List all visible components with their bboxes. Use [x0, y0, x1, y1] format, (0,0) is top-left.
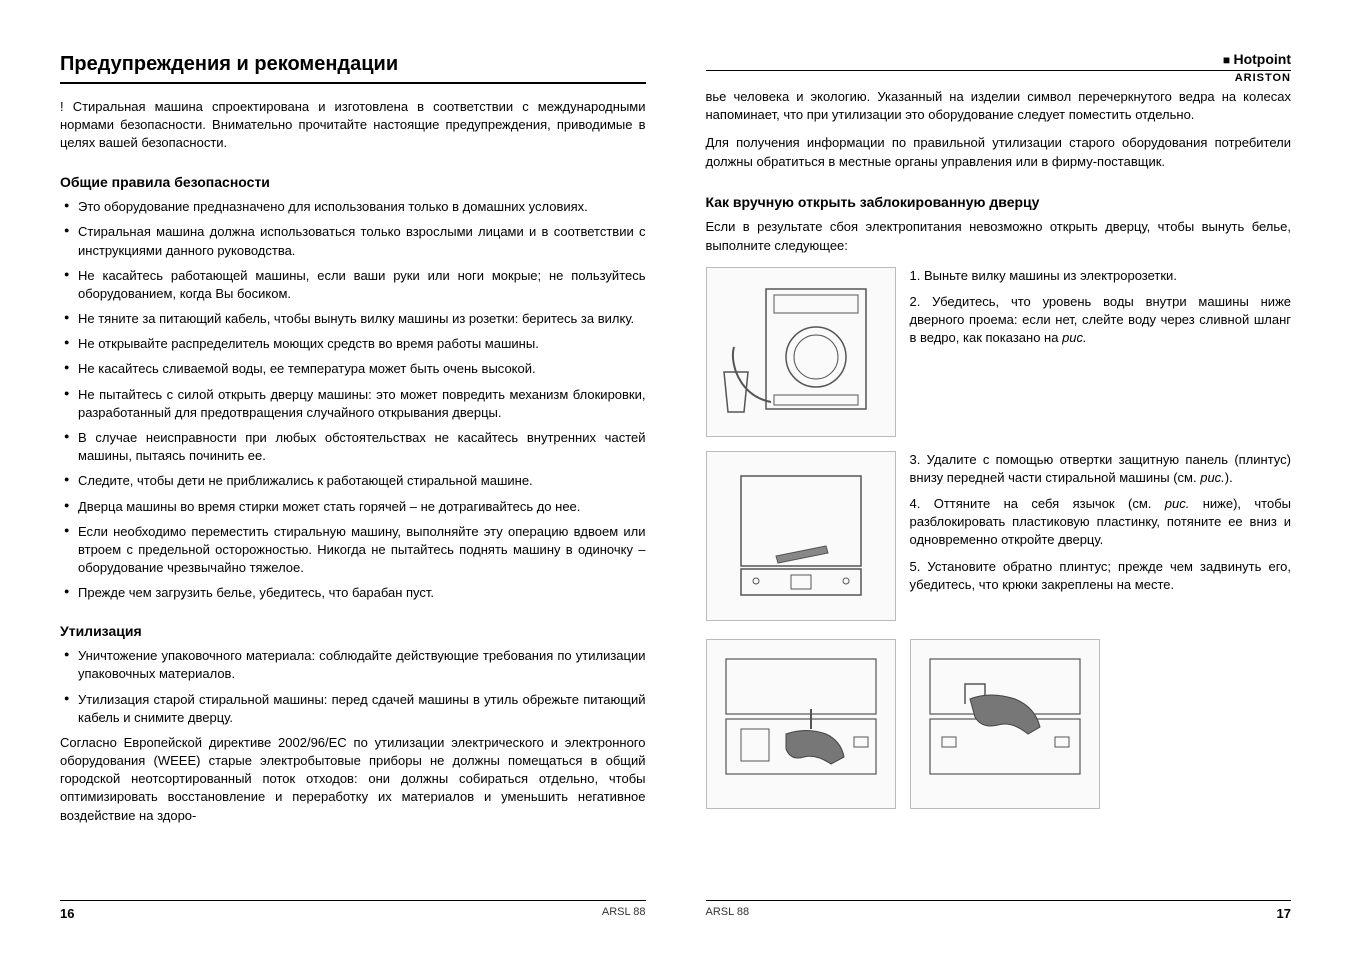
list-item: Прежде чем загрузить белье, убедитесь, ч… [60, 584, 646, 602]
footer-right: ARSL 88 17 [706, 900, 1292, 923]
brand-hotpoint: Hotpoint [706, 50, 1292, 70]
brand-block: Hotpoint ARISTON [706, 50, 1292, 86]
heading-disposal: Утилизация [60, 622, 646, 642]
figure-row-2: 3. Удалите с помощью отвертки защитную п… [706, 451, 1292, 621]
heading-safety: Общие правила безопасности [60, 173, 646, 193]
intro-paragraph: ! Стиральная машина спроектирована и изг… [60, 98, 646, 153]
right-page: Hotpoint ARISTON вье человека и экологию… [706, 50, 1292, 890]
figure-drain-water [706, 267, 896, 437]
page-title: Предупреждения и рекомендации [60, 50, 646, 78]
list-item: Не касайтесь сливаемой воды, ее температ… [60, 360, 646, 378]
list-item: Не открывайте распределитель моющих сред… [60, 335, 646, 353]
safety-list: Это оборудование предназначено для испол… [60, 198, 646, 609]
figure-1-text: 1. Выньте вилку машины из электророзетки… [910, 267, 1292, 356]
list-item: Если необходимо переместить стиральную м… [60, 523, 646, 578]
list-item: Дверца машины во время стирки может стат… [60, 498, 646, 516]
step-2: 2. Убедитесь, что уровень воды внутри ма… [910, 293, 1292, 348]
footer-left: 16 ARSL 88 [60, 900, 646, 923]
list-item: Стиральная машина должна использоваться … [60, 223, 646, 259]
list-item: Утилизация старой стиральной машины: пер… [60, 691, 646, 727]
list-item: Следите, чтобы дети не приближались к ра… [60, 472, 646, 490]
step-1: 1. Выньте вилку машины из электророзетки… [910, 267, 1292, 285]
list-item: В случае неисправности при любых обстоят… [60, 429, 646, 465]
figure-row-1: 1. Выньте вилку машины из электророзетки… [706, 267, 1292, 437]
figure-2-text: 3. Удалите с помощью отвертки защитную п… [910, 451, 1292, 602]
model-left: ARSL 88 [602, 905, 646, 923]
heading-door: Как вручную открыть заблокированную двер… [706, 193, 1292, 213]
page-number-left: 16 [60, 905, 74, 923]
model-right: ARSL 88 [706, 905, 750, 923]
continuation-2: Для получения информации по правильной у… [706, 134, 1292, 170]
list-item: Не тяните за питающий кабель, чтобы выну… [60, 310, 646, 328]
figure-reinstall-panel [910, 639, 1100, 809]
disposal-list: Уничтожение упаковочного материала: собл… [60, 647, 646, 734]
figure-row-3 [706, 639, 1292, 809]
page-footer: 16 ARSL 88 ARSL 88 17 [60, 900, 1291, 923]
list-item: Не касайтесь работающей машины, если ваш… [60, 267, 646, 303]
step-4: 4. Оттяните на себя язычок (см. рис. ниж… [910, 495, 1292, 550]
weee-paragraph: Согласно Европейской директиве 2002/96/E… [60, 734, 646, 825]
left-page: Предупреждения и рекомендации ! Стиральн… [60, 50, 646, 890]
step-3: 3. Удалите с помощью отвертки защитную п… [910, 451, 1292, 487]
step-5: 5. Установите обратно плинтус; прежде че… [910, 558, 1292, 594]
figure-pull-tab [706, 639, 896, 809]
brand-ariston: ARISTON [706, 71, 1292, 86]
list-item: Уничтожение упаковочного материала: собл… [60, 647, 646, 683]
figure-remove-panel [706, 451, 896, 621]
page-number-right: 17 [1277, 905, 1291, 923]
list-item: Это оборудование предназначено для испол… [60, 198, 646, 216]
title-rule [60, 82, 646, 84]
list-item: Не пытайтесь с силой открыть дверцу маши… [60, 386, 646, 422]
door-intro: Если в результате сбоя электропитания не… [706, 218, 1292, 254]
continuation-1: вье человека и экологию. Указанный на из… [706, 88, 1292, 124]
